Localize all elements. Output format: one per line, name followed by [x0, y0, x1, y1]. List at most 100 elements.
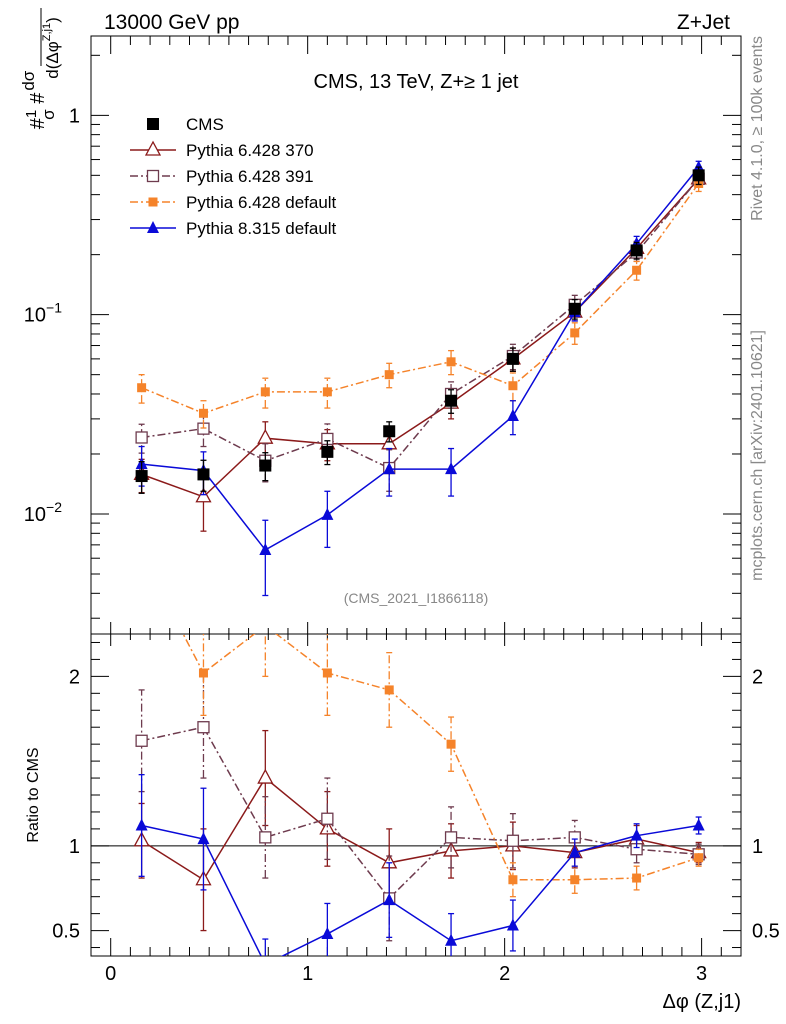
- main-title: CMS, 13 TeV, Z+≥ 1 jet: [314, 71, 519, 93]
- series-pythia-8-315-default: [135, 774, 705, 969]
- series-line-pythia-6-428-370: [141, 178, 700, 498]
- mcplots-label: mcplots.cern.ch [arXiv:2401.10621]: [749, 330, 766, 581]
- legend-label: CMS: [186, 115, 224, 134]
- data-point: [383, 425, 396, 438]
- series-line-pythia-6-428-391: [141, 726, 699, 900]
- data-point: [321, 507, 334, 520]
- data-point: [445, 933, 458, 946]
- data-point: [259, 459, 272, 472]
- data-point: [257, 428, 274, 444]
- data-point: [632, 873, 642, 883]
- data-point: [135, 734, 148, 747]
- data-point: [321, 926, 334, 939]
- legend-item-pythia-6-428-391: Pythia 6.428 391: [130, 167, 314, 186]
- data-point: [384, 685, 394, 695]
- data-point: [508, 381, 518, 391]
- data-point: [506, 352, 519, 365]
- data-point: [445, 462, 458, 475]
- data-point: [260, 387, 270, 397]
- data-point: [198, 668, 208, 678]
- data-point: [259, 831, 272, 844]
- data-point: [630, 828, 643, 841]
- y-tick-label: 1: [752, 836, 763, 858]
- series-line-pythia-8-315-default: [141, 166, 700, 551]
- legend: CMS Pythia 6.428 370 Pythia 6.428 391 Pythi…: [130, 115, 337, 238]
- data-point: [692, 169, 705, 182]
- series-pythia-6-428-default: [182, 634, 704, 898]
- header-left: 13000 GeV pp: [104, 11, 239, 34]
- data-point: [137, 383, 147, 393]
- x-tick-label: 0: [105, 963, 116, 985]
- data-point: [506, 834, 520, 847]
- data-point: [444, 831, 458, 844]
- data-point: [321, 812, 334, 825]
- y-tick-label: 2: [752, 666, 763, 688]
- series-line-pythia-6-428-370: [141, 776, 699, 881]
- data-point: [568, 845, 581, 858]
- data-point: [259, 957, 271, 969]
- data-point: [198, 408, 208, 418]
- data-point: [322, 668, 332, 678]
- ratio-frame: [90, 633, 742, 957]
- y-tick-label: 1: [69, 105, 80, 127]
- data-point: [506, 918, 519, 931]
- legend-marker: [146, 169, 160, 183]
- y-tick-label: 10−1: [24, 300, 62, 327]
- main-y-axis-label: #1σ #dσ d(ΔφZ,j1): [19, 8, 62, 129]
- legend-item-pythia-8-315-default: Pythia 8.315 default: [130, 219, 337, 238]
- x-tick-label: 1: [302, 963, 313, 985]
- rivet-label: Rivet 4.1.0, ≥ 100k events: [749, 36, 766, 221]
- data-point: [383, 893, 396, 906]
- y-tick-label: 1: [69, 836, 80, 858]
- main-panel: 1 10−1 10−2 CMS, 13 TeV, Z+≥ 1 jet (CMS_20…: [19, 8, 742, 635]
- data-point: [445, 394, 458, 407]
- ratio-y-axis: 0.5 0.5 1 1 2 2: [52, 641, 780, 949]
- legend-label: Pythia 6.428 default: [186, 193, 337, 212]
- data-point: [135, 470, 148, 483]
- x-tick-label: 3: [696, 963, 707, 985]
- data-point: [570, 875, 580, 885]
- data-point: [694, 853, 704, 863]
- series-pythia-6-428-370: [133, 729, 707, 932]
- data-point: [692, 818, 705, 831]
- y-tick-label: 0.5: [52, 921, 80, 943]
- data-point: [135, 431, 148, 444]
- legend-item-pythia-6-428-370: Pythia 6.428 370: [130, 140, 314, 160]
- data-point: [570, 328, 580, 338]
- legend-marker: [147, 221, 159, 233]
- data-point: [506, 409, 519, 422]
- data-point: [257, 768, 274, 784]
- analysis-watermark: (CMS_2021_I1866118): [344, 590, 489, 606]
- legend-label: Pythia 6.428 391: [186, 167, 314, 186]
- data-point: [197, 468, 210, 481]
- legend-label: Pythia 8.315 default: [186, 219, 337, 238]
- legend-marker: [144, 140, 162, 156]
- y-tick-label: 2: [69, 666, 80, 688]
- header-right: Z+Jet: [677, 11, 730, 34]
- data-point: [446, 357, 456, 367]
- data-point: [446, 739, 456, 749]
- series-line-pythia-8-315-default: [141, 824, 699, 956]
- series-line-pythia-6-428-default: [182, 634, 699, 881]
- data-point: [630, 244, 643, 257]
- x-axis-label: Δφ (Z,j1): [662, 991, 741, 1013]
- ratio-y-label: Ratio to CMS: [25, 747, 42, 842]
- y-tick-label: 10−2: [24, 499, 62, 526]
- data-point: [384, 370, 394, 380]
- x-axis: 0 1 2 3: [105, 36, 722, 985]
- series-cms: [135, 166, 705, 494]
- series-pythia-6-428-391: [135, 675, 705, 942]
- data-point: [197, 832, 210, 845]
- data-point: [259, 542, 272, 555]
- series-line-pythia-6-428-default: [141, 183, 700, 415]
- main-y-axis: 1 10−1 10−2: [24, 54, 741, 619]
- legend-marker: [148, 197, 158, 207]
- legend-label: Pythia 6.428 370: [186, 141, 314, 160]
- data-point: [197, 721, 210, 734]
- data-point: [568, 302, 581, 315]
- legend-marker: [147, 118, 159, 130]
- data-point: [632, 265, 642, 275]
- data-point: [135, 818, 148, 831]
- data-point: [322, 387, 332, 397]
- series-pythia-6-428-default: [137, 175, 704, 429]
